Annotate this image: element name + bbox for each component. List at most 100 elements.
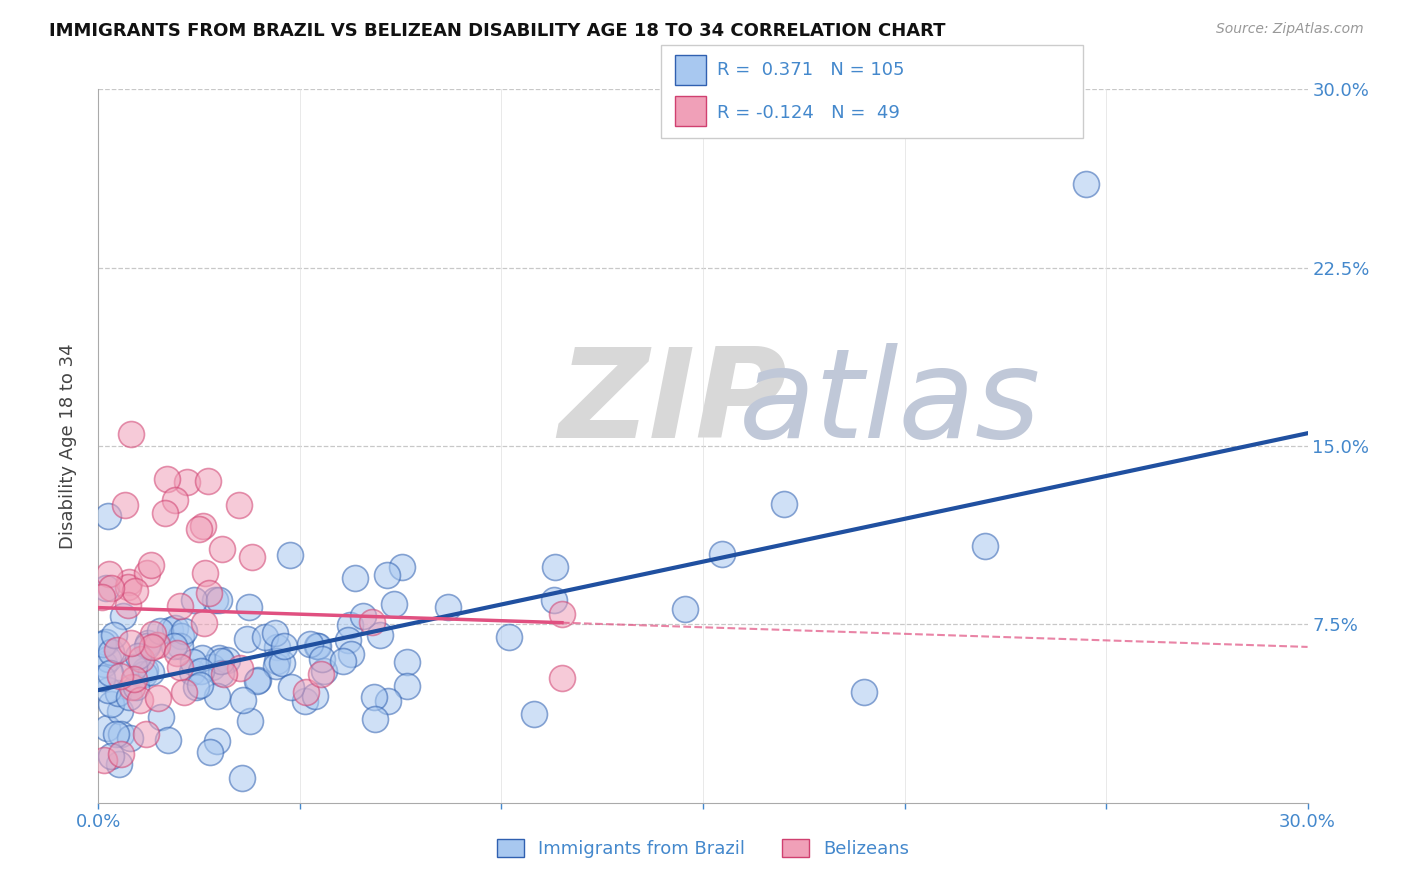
Point xyxy=(146,638,169,652)
Point xyxy=(100,748,122,763)
Point xyxy=(974,539,997,553)
Point xyxy=(159,624,181,638)
Point xyxy=(100,582,122,596)
Point xyxy=(93,657,115,671)
Point xyxy=(139,665,162,680)
Point xyxy=(117,599,139,613)
Point xyxy=(124,583,146,598)
Point xyxy=(339,618,361,632)
Point xyxy=(180,665,202,679)
Point xyxy=(263,626,285,640)
Point xyxy=(311,652,333,666)
Point xyxy=(96,722,118,736)
Point xyxy=(155,507,177,521)
Text: atlas: atlas xyxy=(740,343,1042,464)
Point xyxy=(198,585,221,599)
Point xyxy=(280,680,302,694)
Point xyxy=(208,651,231,665)
Point xyxy=(201,660,224,674)
Point xyxy=(105,642,128,657)
Point xyxy=(169,660,191,674)
Point xyxy=(97,566,120,581)
Point xyxy=(169,599,191,614)
Point xyxy=(295,684,318,698)
Text: Source: ZipAtlas.com: Source: ZipAtlas.com xyxy=(1216,22,1364,37)
Point xyxy=(120,427,142,442)
Point xyxy=(107,686,129,700)
Point xyxy=(181,655,204,669)
Point xyxy=(183,593,205,607)
Point xyxy=(266,654,288,668)
Point xyxy=(711,547,734,561)
Point xyxy=(129,652,152,666)
Point xyxy=(1074,178,1097,192)
Point xyxy=(238,600,260,615)
Point xyxy=(304,689,326,703)
Point xyxy=(266,640,288,654)
Point xyxy=(173,624,195,639)
Point xyxy=(523,707,546,722)
Point xyxy=(253,630,276,644)
Point xyxy=(377,568,399,582)
Point xyxy=(149,710,172,724)
Point xyxy=(97,683,120,698)
Point xyxy=(135,727,157,741)
Point xyxy=(193,615,215,630)
Point xyxy=(156,472,179,486)
Point xyxy=(163,492,186,507)
Point xyxy=(352,609,374,624)
Point xyxy=(246,673,269,688)
Point xyxy=(136,639,159,653)
Point xyxy=(207,690,229,704)
Point xyxy=(110,704,132,718)
Point xyxy=(498,630,520,644)
Point xyxy=(228,499,250,513)
Point xyxy=(142,626,165,640)
Point xyxy=(551,671,574,685)
Point xyxy=(191,518,214,533)
Point xyxy=(264,658,287,673)
Point xyxy=(173,685,195,699)
Point xyxy=(120,635,142,649)
Point xyxy=(91,671,114,685)
Point xyxy=(107,756,129,771)
Legend: Immigrants from Brazil, Belizeans: Immigrants from Brazil, Belizeans xyxy=(489,831,917,865)
Point xyxy=(163,621,186,635)
Point xyxy=(191,650,214,665)
Point xyxy=(146,691,169,706)
Point xyxy=(103,628,125,642)
Point xyxy=(129,693,152,707)
Point xyxy=(212,666,235,681)
Point xyxy=(118,574,141,589)
Point xyxy=(395,679,418,693)
Point xyxy=(382,597,405,611)
Point xyxy=(239,714,262,728)
Point xyxy=(232,693,254,707)
Point xyxy=(853,685,876,699)
Point xyxy=(190,664,212,678)
Point xyxy=(93,753,115,767)
Point xyxy=(97,509,120,524)
Point xyxy=(118,731,141,746)
Point xyxy=(188,522,211,536)
Point xyxy=(98,665,121,680)
Point xyxy=(190,678,212,692)
Point xyxy=(305,639,328,653)
Point xyxy=(125,681,148,695)
Point xyxy=(94,581,117,595)
Point xyxy=(100,697,122,711)
Point xyxy=(194,566,217,581)
Point xyxy=(396,655,419,669)
Point xyxy=(136,566,159,581)
Text: R = -0.124   N =  49: R = -0.124 N = 49 xyxy=(717,104,900,122)
Point xyxy=(105,727,128,741)
Point xyxy=(246,673,269,688)
Point xyxy=(231,771,253,785)
Point xyxy=(110,727,132,741)
Point xyxy=(280,548,302,562)
Point xyxy=(170,629,193,643)
Point xyxy=(134,663,156,677)
Point xyxy=(294,694,316,708)
Point xyxy=(211,542,233,557)
Point xyxy=(100,645,122,659)
